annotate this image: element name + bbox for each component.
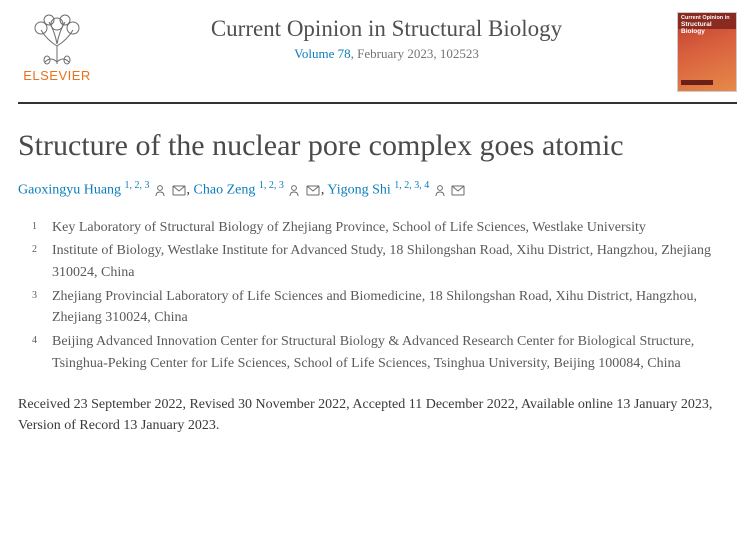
article-title: Structure of the nuclear pore complex go…: [18, 128, 737, 164]
article-header: ELSEVIER Current Opinion in Structural B…: [18, 12, 737, 104]
email-icon[interactable]: [306, 185, 320, 196]
affiliation-num: 1: [32, 217, 42, 239]
affiliation-row: 4Beijing Advanced Innovation Center for …: [32, 331, 737, 374]
journal-block: Current Opinion in Structural Biology Vo…: [112, 12, 661, 62]
person-icon[interactable]: [434, 184, 446, 197]
article-history: Received 23 September 2022, Revised 30 N…: [18, 394, 737, 436]
cover-bar: [681, 80, 713, 85]
author-link[interactable]: Chao Zeng: [194, 183, 256, 198]
person-icon[interactable]: [288, 184, 300, 197]
issue-date: , February 2023: [351, 46, 434, 61]
author-sep: ,: [187, 183, 194, 198]
affiliation-row: 2Institute of Biology, Westlake Institut…: [32, 240, 737, 283]
author-aff-sup[interactable]: 1, 2, 3, 4: [394, 180, 429, 191]
affiliation-text: Key Laboratory of Structural Biology of …: [52, 217, 646, 239]
affiliation-text: Zhejiang Provincial Laboratory of Life S…: [52, 286, 737, 329]
author-link[interactable]: Gaoxingyu Huang: [18, 183, 121, 198]
email-icon[interactable]: [172, 185, 186, 196]
journal-name[interactable]: Current Opinion in Structural Biology: [112, 16, 661, 42]
affiliation-text: Institute of Biology, Westlake Institute…: [52, 240, 737, 283]
affiliation-row: 1 Key Laboratory of Structural Biology of…: [32, 217, 737, 239]
publisher-logo[interactable]: ELSEVIER: [18, 12, 96, 83]
affiliation-list: 1 Key Laboratory of Structural Biology of…: [32, 217, 737, 375]
affiliation-text: Beijing Advanced Innovation Center for S…: [52, 331, 737, 374]
affiliation-row: 3Zhejiang Provincial Laboratory of Life …: [32, 286, 737, 329]
volume-line: Volume 78, February 2023, 102523: [112, 46, 661, 62]
affiliation-num: 2: [32, 240, 42, 283]
person-icon[interactable]: [154, 184, 166, 197]
elsevier-tree-icon: [25, 12, 89, 66]
affiliation-num: 4: [32, 331, 42, 374]
author-list: Gaoxingyu Huang 1, 2, 3 , Chao Zeng 1, 2…: [18, 180, 737, 199]
author-aff-sup[interactable]: 1, 2, 3: [259, 180, 284, 191]
author-aff-sup[interactable]: 1, 2, 3: [125, 180, 150, 191]
publisher-name: ELSEVIER: [23, 68, 91, 83]
volume-link[interactable]: Volume 78: [294, 46, 350, 61]
affiliation-num: 3: [32, 286, 42, 329]
cover-title: Current Opinion in Structural Biology: [681, 15, 736, 35]
author-link[interactable]: Yigong Shi: [327, 183, 390, 198]
journal-cover[interactable]: Current Opinion in Structural Biology: [677, 12, 737, 92]
article-number: , 102523: [433, 46, 479, 61]
email-icon[interactable]: [451, 185, 465, 196]
